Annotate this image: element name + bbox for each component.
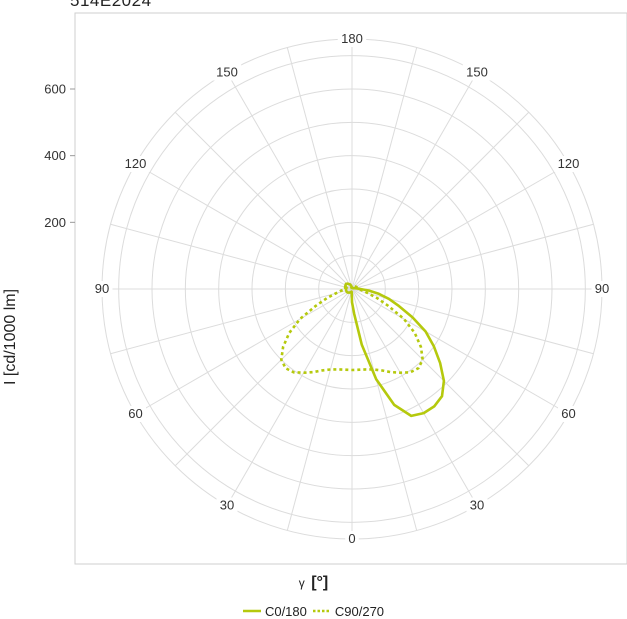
- grid-spoke: [351, 288, 478, 506]
- series-line-c90-270: [280, 285, 424, 374]
- angle-label-bg: [91, 281, 113, 297]
- angle-label-bg: [337, 31, 367, 47]
- angle-label-bg: [466, 497, 488, 514]
- legend-item-c0-180: C0/180: [242, 603, 307, 619]
- x-axis-label: γ [°]: [0, 574, 627, 592]
- grid-spoke: [135, 163, 353, 290]
- grid-spoke: [110, 223, 353, 290]
- legend-label: C90/270: [334, 603, 385, 619]
- grid-spoke: [351, 288, 569, 415]
- grid-spoke: [286, 47, 353, 290]
- angle-tick-label: 120: [125, 156, 147, 171]
- grid-spoke: [135, 288, 353, 415]
- grid-spoke: [351, 288, 418, 531]
- angle-tick-label: 60: [561, 406, 575, 421]
- angle-label-bg: [124, 406, 146, 422]
- chart-title: 514E2024: [70, 0, 152, 10]
- grid-spoke: [110, 288, 353, 355]
- angle-tick-label: 120: [558, 156, 580, 171]
- angle-tick-label: 60: [128, 406, 142, 421]
- angle-label-bg: [121, 156, 150, 172]
- series-lines: [280, 282, 446, 418]
- legend-swatch-dotted: [312, 609, 331, 613]
- x-axis-symbol: γ: [298, 576, 305, 590]
- angle-label-bg: [554, 156, 583, 172]
- radius-tick-label: 400: [44, 148, 66, 163]
- grid-spoke: [351, 111, 530, 290]
- angle-tick-label: 0: [348, 531, 355, 546]
- radius-tick-label: 600: [44, 82, 66, 97]
- radius-tick-label: 200: [44, 215, 66, 230]
- grid-spoke: [174, 288, 353, 467]
- grid-spoke: [226, 72, 353, 290]
- grid-spoke: [351, 223, 594, 290]
- angle-label-bg: [216, 497, 238, 514]
- angular-grid: [102, 39, 602, 539]
- angle-tick-labels: 180 150 150 120 120 90 90 60 60 30 30 0: [91, 31, 613, 547]
- angle-tick-label: 30: [220, 498, 234, 513]
- angle-label-bg: [212, 64, 242, 81]
- grid-spoke: [351, 72, 478, 290]
- y-axis-label: I [cd/1000 lm]: [2, 288, 19, 385]
- angle-tick-label: 90: [595, 281, 609, 296]
- grid-spoke: [286, 288, 353, 531]
- angle-label-bg: [558, 406, 580, 422]
- angle-tick-label: 150: [466, 64, 488, 79]
- legend: C0/180 C90/270: [0, 603, 627, 619]
- grid-spoke: [351, 47, 418, 290]
- angle-tick-label: 150: [216, 64, 238, 79]
- x-axis-unit: [°]: [311, 574, 329, 591]
- angle-label-bg: [462, 64, 492, 81]
- grid-spoke: [351, 288, 530, 467]
- grid-spoke: [351, 163, 569, 290]
- grid-spoke: [174, 111, 353, 290]
- legend-swatch-solid: [242, 609, 261, 613]
- legend-item-c90-270: C90/270: [312, 603, 385, 619]
- legend-label: C0/180: [264, 603, 307, 619]
- series-line-c0-180: [343, 282, 446, 418]
- grid-spoke: [226, 288, 353, 506]
- angle-tick-label: 180: [341, 31, 363, 46]
- radius-tick-labels: 200 400 600: [44, 82, 75, 230]
- angle-tick-label: 90: [95, 281, 109, 296]
- angle-label-bg: [345, 531, 359, 547]
- angle-tick-label: 30: [470, 498, 484, 513]
- angle-label-bg: [591, 281, 613, 297]
